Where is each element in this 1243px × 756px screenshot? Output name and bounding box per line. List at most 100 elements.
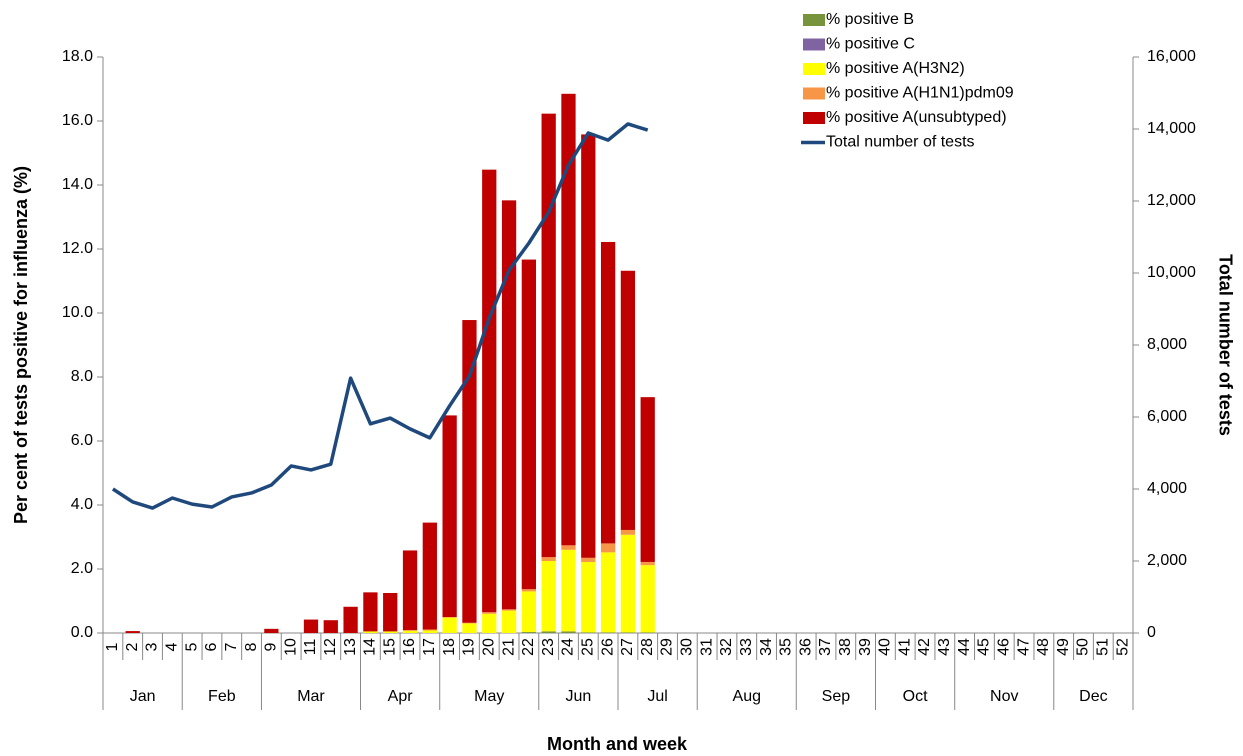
- bar-segment: [521, 591, 536, 633]
- x-tick-label: 40: [877, 638, 894, 656]
- x-tick-label: 36: [797, 638, 814, 656]
- month-label: Jan: [130, 688, 156, 705]
- bar-segment: [600, 543, 616, 553]
- bar-segment: [581, 557, 596, 562]
- bar-segment: [541, 561, 556, 632]
- bar-segment: [422, 629, 437, 631]
- bar-segment: [482, 169, 497, 613]
- y2-tick-label: 6,000: [1147, 408, 1187, 425]
- bar-segment: [561, 93, 576, 546]
- bar-segment: [541, 113, 556, 558]
- x-tick-label: 29: [659, 638, 676, 656]
- x-tick-label: 14: [362, 638, 379, 656]
- x-tick-label: 12: [322, 638, 339, 656]
- bar-segment: [600, 632, 616, 633]
- y-axis-title: Per cent of tests positive for influenza…: [11, 166, 31, 524]
- x-tick-label: 34: [758, 638, 775, 656]
- bar-segment: [521, 632, 536, 633]
- month-label: Jun: [565, 688, 591, 705]
- x-tick-label: 4: [164, 642, 181, 651]
- bar-segment: [620, 270, 636, 530]
- bar-segment: [581, 632, 596, 633]
- x-tick-label: 46: [995, 638, 1012, 656]
- line: [111, 122, 649, 510]
- bar-segment: [363, 631, 378, 633]
- bar-segment: [620, 632, 636, 633]
- bar-segment: [323, 620, 338, 633]
- bar-segment: [482, 613, 497, 633]
- y-tick-label: 2.0: [71, 560, 93, 577]
- legend-label: % positive A(H1N1)pdm09: [826, 85, 1014, 102]
- bar-segment: [422, 522, 437, 630]
- x-tick-label: 30: [679, 638, 696, 656]
- x-tick-label: 16: [401, 638, 418, 656]
- x-tick-label: 17: [421, 638, 438, 656]
- month-label: Nov: [990, 688, 1018, 705]
- bar-segment: [581, 134, 596, 558]
- bar-segment: [501, 610, 517, 633]
- month-label: Dec: [1079, 688, 1107, 705]
- x-tick-label: 11: [302, 639, 319, 656]
- y-tick-label: 4.0: [71, 496, 93, 513]
- bar-segment: [541, 557, 556, 561]
- legend-swatch: [803, 63, 825, 75]
- month-label: Oct: [903, 688, 928, 705]
- y2-tick-label: 12,000: [1147, 192, 1196, 209]
- bar-segment: [442, 617, 457, 633]
- x-tick-label: 33: [738, 638, 755, 656]
- bar-segment: [442, 617, 457, 618]
- month-label: Mar: [297, 688, 325, 705]
- y-tick-label: 16.0: [62, 112, 93, 129]
- x-axis-title: Month and week: [547, 734, 688, 754]
- x-tick-label: 24: [560, 638, 577, 656]
- bar-segment: [521, 589, 536, 592]
- y-tick-label: 14.0: [62, 176, 93, 193]
- x-tick-label: 39: [857, 638, 874, 656]
- x-tick-label: 2: [124, 642, 141, 651]
- bar-segment: [422, 630, 437, 633]
- bar-segment: [640, 632, 655, 633]
- bar-segment: [383, 593, 398, 632]
- month-label: Apr: [388, 688, 414, 705]
- y-tick-label: 6.0: [71, 432, 93, 449]
- x-tick-label: 43: [936, 638, 953, 656]
- bar-segment: [600, 552, 616, 633]
- month-label: Sep: [822, 688, 851, 705]
- bar-segment: [363, 592, 378, 632]
- x-tick-label: 5: [183, 642, 200, 651]
- x-tick-label: 45: [976, 638, 993, 656]
- x-tick-label: 26: [599, 638, 616, 656]
- y2-tick-label: 2,000: [1147, 552, 1187, 569]
- month-label: Jul: [647, 688, 667, 705]
- y2-tick-label: 0: [1147, 624, 1156, 641]
- x-tick-label: 42: [916, 638, 933, 656]
- bar-segment: [462, 320, 477, 623]
- x-tick-label: 32: [718, 638, 735, 656]
- x-tick-label: 6: [203, 642, 220, 651]
- legend-swatch: [803, 14, 825, 26]
- legend-label: Total number of tests: [826, 134, 975, 151]
- legend-swatch: [803, 87, 825, 100]
- bar-segment: [541, 631, 556, 633]
- bar-segment: [561, 545, 576, 550]
- bar-segment: [620, 529, 636, 535]
- y-tick-label: 18.0: [62, 48, 93, 65]
- x-tick-label: 22: [520, 638, 537, 656]
- bar-segment: [343, 606, 358, 633]
- y-tick-label: 0.0: [71, 624, 93, 641]
- bar-segment: [482, 612, 497, 614]
- bar-segment: [620, 534, 636, 633]
- x-tick-label: 20: [480, 638, 497, 656]
- x-tick-label: 27: [619, 638, 636, 656]
- bar-segment: [640, 397, 655, 562]
- x-tick-label: 25: [580, 638, 597, 656]
- x-tick-label: 28: [639, 638, 656, 656]
- x-tick-label: 15: [381, 638, 398, 656]
- x-tick-label: 10: [282, 638, 299, 656]
- bar-segment: [402, 630, 418, 633]
- y2-axis-title: Total number of tests: [1215, 254, 1235, 436]
- bar-segment: [501, 200, 517, 610]
- x-tick-label: 9: [263, 642, 280, 651]
- x-tick-label: 19: [461, 638, 478, 656]
